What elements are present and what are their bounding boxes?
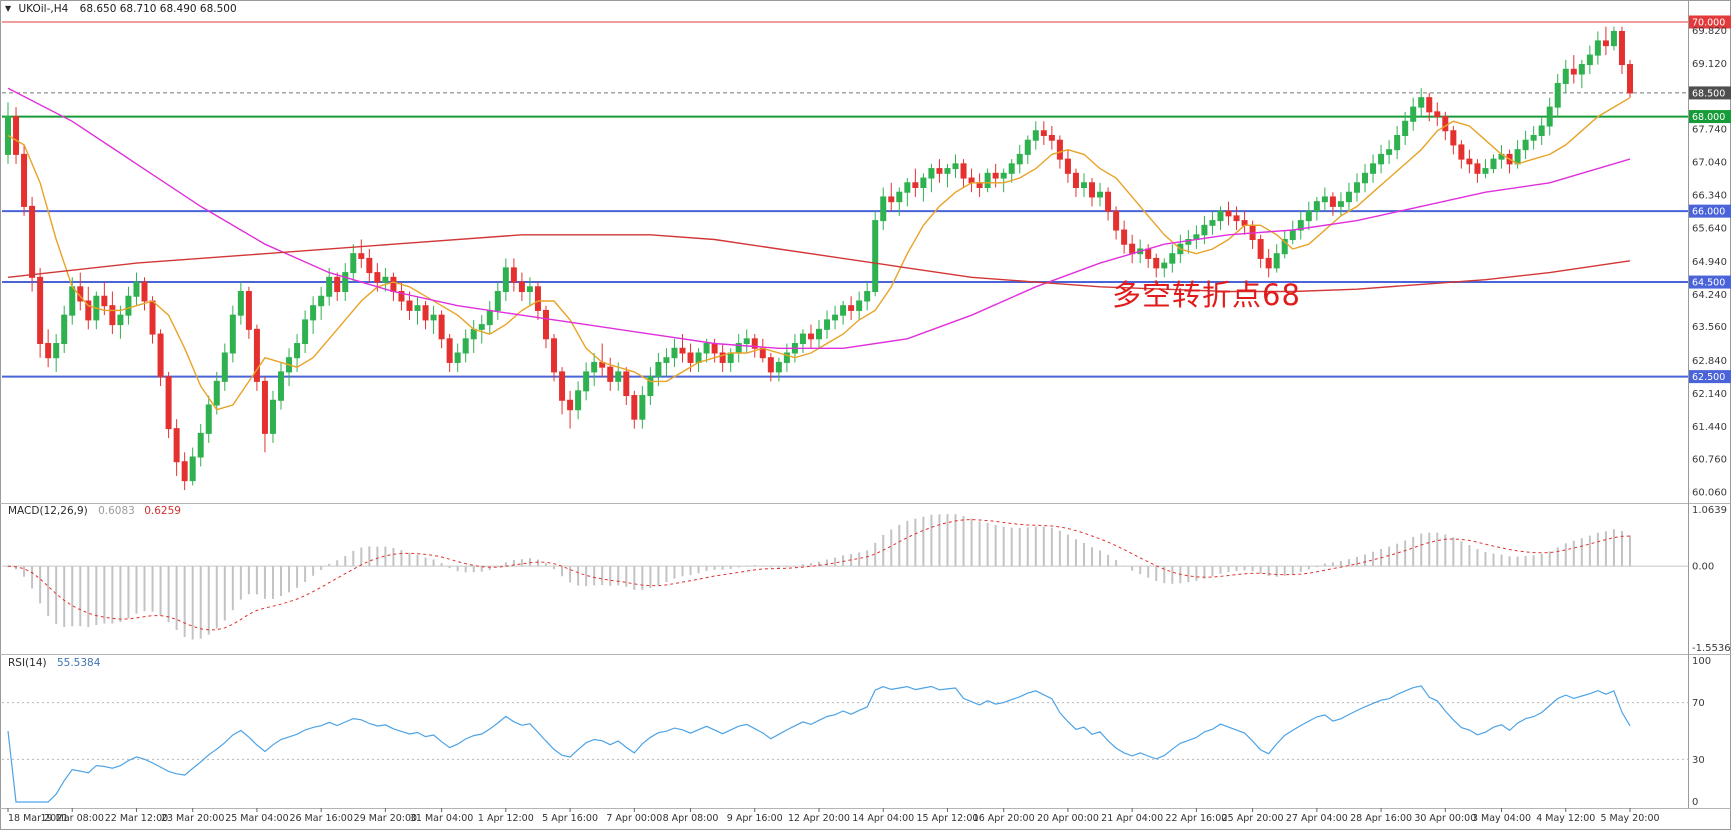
svg-text:14 Apr 04:00: 14 Apr 04:00 <box>852 813 914 824</box>
svg-text:68.000: 68.000 <box>1692 112 1725 123</box>
macd-panel: 1.0639 0.00 -1.5536 <box>2 505 1731 654</box>
macd-indicator-label: MACD(12,26,9) 0.6083 0.6259 <box>8 505 181 517</box>
macd-label: MACD(12,26,9) <box>8 505 88 517</box>
svg-text:68.500: 68.500 <box>1692 88 1725 99</box>
svg-text:67.040: 67.040 <box>1692 157 1727 168</box>
svg-text:4 May 12:00: 4 May 12:00 <box>1536 813 1595 824</box>
svg-text:12 Apr 20:00: 12 Apr 20:00 <box>788 813 850 824</box>
svg-text:0: 0 <box>1692 797 1698 808</box>
macd-main-value: 0.6083 <box>98 505 135 517</box>
svg-text:0.00: 0.00 <box>1692 562 1714 573</box>
svg-text:22 Apr 16:00: 22 Apr 16:00 <box>1165 813 1227 824</box>
svg-text:66.000: 66.000 <box>1692 207 1725 218</box>
svg-text:25 Apr 20:00: 25 Apr 20:00 <box>1222 813 1284 824</box>
svg-text:8 Apr 08:00: 8 Apr 08:00 <box>663 813 719 824</box>
svg-text:60.060: 60.060 <box>1692 488 1727 499</box>
symbol-info-bar: ▼ UKOil-,H4 68.650 68.710 68.490 68.500 <box>5 3 237 15</box>
svg-text:16 Apr 20:00: 16 Apr 20:00 <box>973 813 1035 824</box>
moving-average-lines <box>7 87 1631 411</box>
ohlc-values: 68.650 68.710 68.490 68.500 <box>79 3 237 15</box>
svg-text:28 Apr 16:00: 28 Apr 16:00 <box>1350 813 1412 824</box>
svg-text:1 Apr 12:00: 1 Apr 12:00 <box>478 813 534 824</box>
svg-text:3 May 04:00: 3 May 04:00 <box>1472 813 1531 824</box>
svg-text:67.740: 67.740 <box>1692 124 1727 135</box>
svg-text:19 Mar 08:00: 19 Mar 08:00 <box>41 813 104 824</box>
svg-text:26 Mar 16:00: 26 Mar 16:00 <box>289 813 352 824</box>
svg-text:9 Apr 16:00: 9 Apr 16:00 <box>727 813 783 824</box>
svg-text:69.820: 69.820 <box>1692 26 1727 37</box>
macd-signal-line <box>7 519 1631 631</box>
svg-text:69.120: 69.120 <box>1692 59 1727 70</box>
svg-text:100: 100 <box>1692 656 1711 667</box>
rsi-label: RSI(14) <box>8 657 47 669</box>
svg-text:22 Mar 12:00: 22 Mar 12:00 <box>105 813 168 824</box>
svg-text:25 Mar 04:00: 25 Mar 04:00 <box>225 813 288 824</box>
rsi-indicator-label: RSI(14) 55.5384 <box>8 657 100 669</box>
svg-text:7 Apr 00:00: 7 Apr 00:00 <box>606 813 662 824</box>
svg-text:60.760: 60.760 <box>1692 454 1727 465</box>
rsi-panel: 100 70 30 0 <box>2 656 1711 808</box>
svg-text:-1.5536: -1.5536 <box>1692 643 1731 654</box>
svg-text:64.940: 64.940 <box>1692 257 1727 268</box>
svg-text:62.500: 62.500 <box>1692 372 1725 383</box>
ma-fast-line <box>7 97 1631 411</box>
ma-slow-line <box>7 234 1631 293</box>
svg-text:65.640: 65.640 <box>1692 224 1727 235</box>
price-level-lines[interactable] <box>2 21 1688 378</box>
svg-text:23 Mar 20:00: 23 Mar 20:00 <box>161 813 224 824</box>
collapse-arrow-icon: ▼ <box>5 4 12 13</box>
rsi-value: 55.5384 <box>56 657 101 669</box>
svg-text:70.000: 70.000 <box>1692 18 1725 29</box>
svg-text:18 Mar 2021: 18 Mar 2021 <box>8 813 68 824</box>
svg-text:66.340: 66.340 <box>1692 191 1727 202</box>
svg-text:5 Apr 16:00: 5 Apr 16:00 <box>542 813 598 824</box>
svg-text:62.840: 62.840 <box>1692 356 1727 367</box>
svg-text:30 Apr 00:00: 30 Apr 00:00 <box>1414 813 1476 824</box>
macd-histogram <box>7 514 1631 640</box>
svg-text:64.500: 64.500 <box>1692 278 1725 289</box>
chart-text-annotation: 多空转折点68 <box>1112 278 1301 312</box>
svg-text:15 Apr 12:00: 15 Apr 12:00 <box>916 813 978 824</box>
svg-text:62.140: 62.140 <box>1692 389 1727 400</box>
svg-text:27 Apr 04:00: 27 Apr 04:00 <box>1286 813 1348 824</box>
svg-text:64.240: 64.240 <box>1692 290 1727 301</box>
svg-text:21 Apr 04:00: 21 Apr 04:00 <box>1101 813 1163 824</box>
svg-text:61.440: 61.440 <box>1692 422 1727 433</box>
macd-signal-value: 0.6259 <box>144 505 181 517</box>
svg-text:1.0639: 1.0639 <box>1692 505 1727 516</box>
svg-text:63.560: 63.560 <box>1692 322 1727 333</box>
svg-text:31 Mar 04:00: 31 Mar 04:00 <box>410 813 473 824</box>
candles <box>5 26 1633 491</box>
svg-text:70: 70 <box>1692 698 1705 709</box>
symbol-period-label: UKOil-,H4 <box>18 3 69 15</box>
rsi-line <box>7 685 1631 803</box>
svg-text:29 Mar 20:00: 29 Mar 20:00 <box>354 813 417 824</box>
svg-text:5 May 20:00: 5 May 20:00 <box>1600 813 1659 824</box>
ma-mid-line <box>7 87 1631 349</box>
svg-text:30: 30 <box>1692 755 1705 766</box>
svg-text:20 Apr 00:00: 20 Apr 00:00 <box>1037 813 1099 824</box>
